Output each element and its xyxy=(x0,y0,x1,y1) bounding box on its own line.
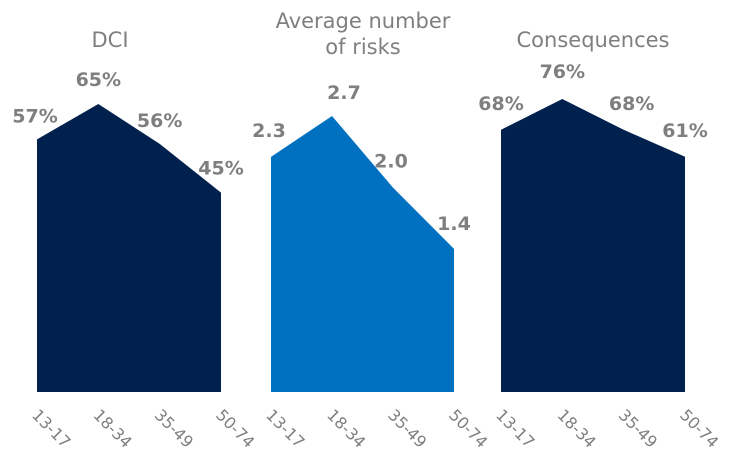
data-label: 1.4 xyxy=(437,213,471,235)
chart-title: Average number xyxy=(276,9,451,33)
area-series xyxy=(271,116,454,392)
data-label: 45% xyxy=(198,158,243,180)
chart-title: of risks xyxy=(325,35,400,59)
data-label: 61% xyxy=(662,120,707,142)
data-label: 65% xyxy=(76,69,121,91)
tick-label: 50-74 xyxy=(212,405,258,451)
tick-label: 35-49 xyxy=(615,405,661,451)
tick-label: 50-74 xyxy=(676,405,722,451)
tick-label: 18-34 xyxy=(323,405,369,451)
tick-label: 13-17 xyxy=(28,405,74,451)
tick-label: 35-49 xyxy=(151,405,197,451)
area-series xyxy=(501,99,685,392)
chart-title: DCI xyxy=(91,28,128,52)
tick-label: 13-17 xyxy=(492,405,538,451)
consequences-chart: Consequences 68% 76% 68% 61% 13-17 18-34 35-49 5… xyxy=(478,28,722,452)
data-label: 2.7 xyxy=(327,82,361,104)
tick-label: 18-34 xyxy=(554,405,600,451)
tick-label: 35-49 xyxy=(384,405,430,451)
area-series xyxy=(37,104,221,392)
tick-label: 50-74 xyxy=(445,405,491,451)
data-label: 57% xyxy=(12,105,57,127)
dci-chart: DCI 57% 65% 56% 45% 13-17 18-34 35-49 50-74 xyxy=(12,28,258,452)
tick-label: 13-17 xyxy=(262,405,308,451)
data-label: 76% xyxy=(540,61,585,83)
chart-title: Consequences xyxy=(517,28,670,52)
data-label: 2.0 xyxy=(374,151,408,173)
data-label: 2.3 xyxy=(252,120,286,142)
data-label: 68% xyxy=(478,93,523,115)
tick-label: 18-34 xyxy=(90,405,136,451)
data-label: 68% xyxy=(609,93,654,115)
data-label: 56% xyxy=(137,110,182,132)
